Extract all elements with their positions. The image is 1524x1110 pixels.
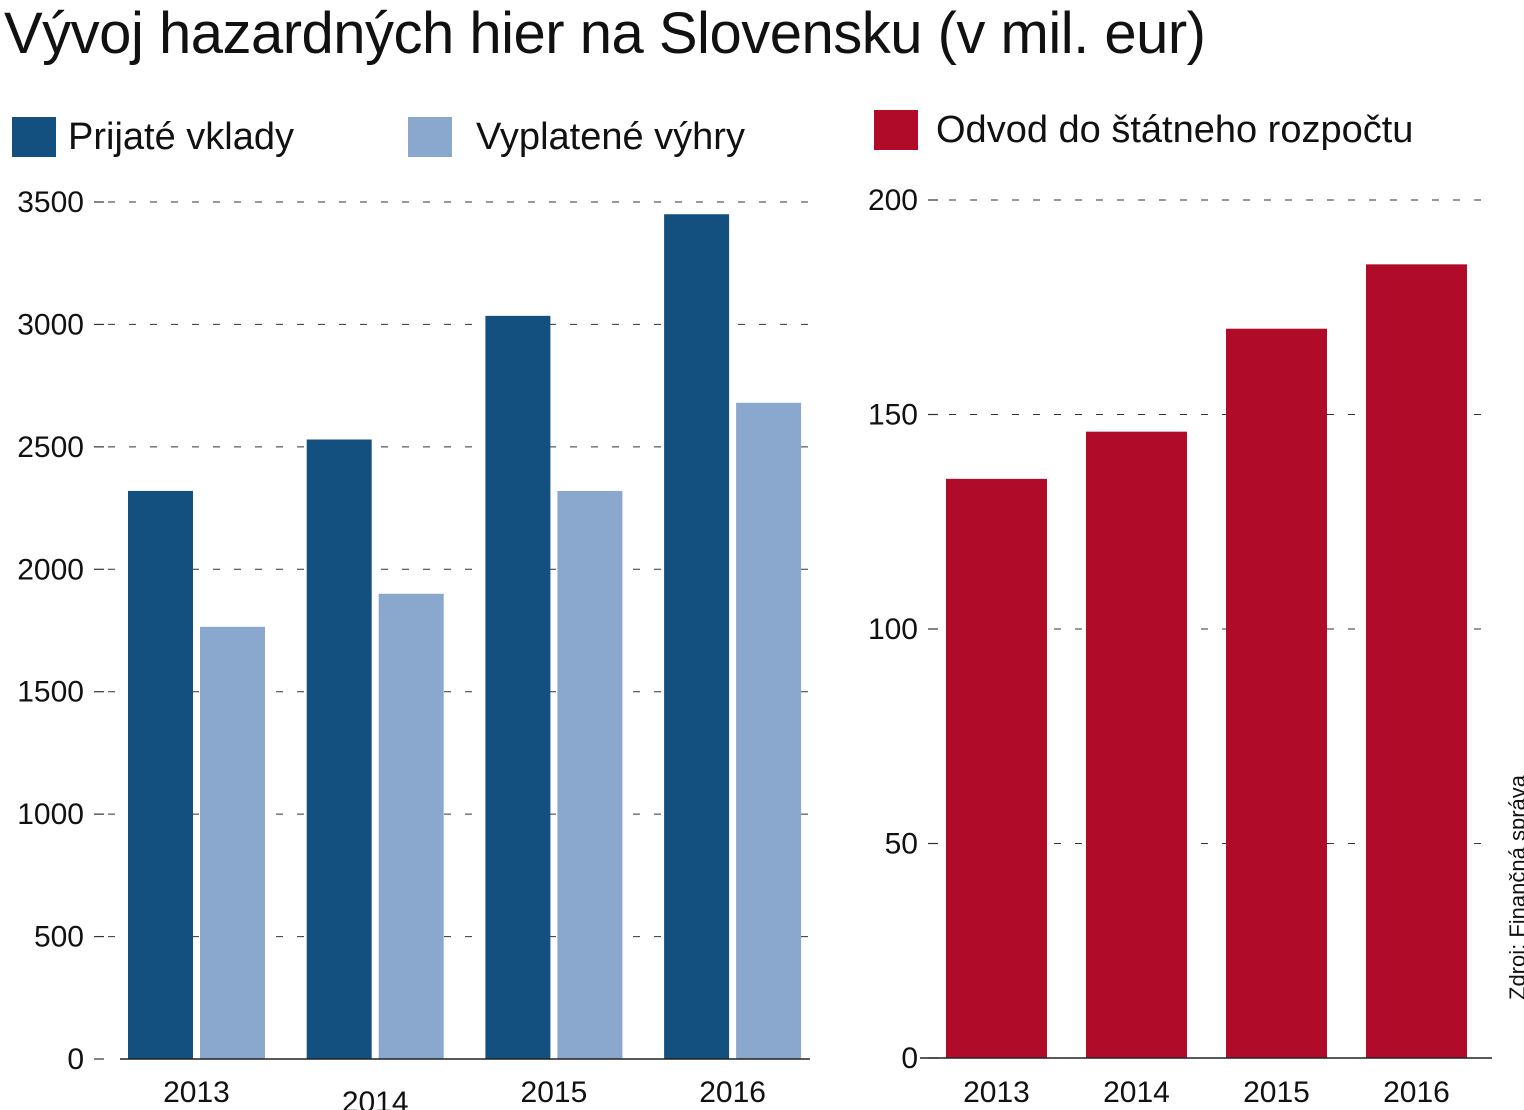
legend-item-state-budget: Odvod do štátneho rozpočtu xyxy=(874,108,1413,152)
bar-left-2014-s0 xyxy=(306,439,372,1059)
source-note: Zdroj: Finančná správa xyxy=(1505,775,1524,1000)
y-tick-label-left-1500: 1500 xyxy=(17,676,84,709)
y-tick-label-right-200: 200 xyxy=(868,184,918,217)
x-tick-label-right-2014: 2014 xyxy=(1103,1076,1170,1109)
y-tick-label-right-0: 0 xyxy=(901,1042,918,1075)
y-tick-label-left-3000: 3000 xyxy=(17,308,84,341)
x-tick-label-right-2016: 2016 xyxy=(1383,1076,1450,1109)
y-tick-label-left-500: 500 xyxy=(34,921,84,954)
legend-swatch-deposits xyxy=(12,117,56,157)
x-tick-label-left-2015: 2015 xyxy=(521,1076,588,1109)
y-tick-label-left-2500: 2500 xyxy=(17,431,84,464)
legend-label-state-budget: Odvod do štátneho rozpočtu xyxy=(936,109,1414,151)
bar-left-2015-s1 xyxy=(557,490,623,1060)
legend-item-deposits: Prijaté vklady xyxy=(12,115,294,159)
x-tick-label-left-2013: 2013 xyxy=(163,1076,230,1109)
legend-label-deposits: Prijaté vklady xyxy=(68,116,294,158)
legend-label-payouts: Vyplatené výhry xyxy=(476,116,745,158)
y-tick-label-left-1000: 1000 xyxy=(17,798,84,831)
legend-item-payouts: Vyplatené výhry xyxy=(408,115,745,159)
chart-title: Vývoj hazardných hier na Slovensku (v mi… xyxy=(4,1,1206,66)
bar-left-2016-s1 xyxy=(736,402,802,1060)
bar-right-2014-s0 xyxy=(1086,431,1187,1058)
x-tick-label-right-2013: 2013 xyxy=(963,1076,1030,1109)
bar-right-2016-s0 xyxy=(1366,264,1467,1059)
legend-swatch-payouts xyxy=(408,117,452,157)
y-tick-label-right-50: 50 xyxy=(885,828,918,861)
bar-left-2015-s0 xyxy=(485,315,551,1059)
bar-left-2016-s0 xyxy=(664,214,730,1059)
x-tick-label-left-2014: 2014 xyxy=(342,1086,409,1110)
x-tick-label-right-2015: 2015 xyxy=(1243,1076,1310,1109)
bar-right-2013-s0 xyxy=(946,478,1047,1059)
bar-left-2014-s1 xyxy=(378,593,444,1059)
bar-left-2013-s0 xyxy=(128,490,193,1060)
y-tick-label-left-0: 0 xyxy=(67,1043,84,1076)
y-tick-label-right-150: 150 xyxy=(868,399,918,432)
y-tick-label-left-3500: 3500 xyxy=(17,186,84,219)
y-tick-label-right-100: 100 xyxy=(868,613,918,646)
bar-right-2015-s0 xyxy=(1226,328,1327,1058)
bar-left-2013-s1 xyxy=(200,626,265,1059)
y-tick-label-left-2000: 2000 xyxy=(17,553,84,586)
legend-swatch-state-budget xyxy=(874,110,918,150)
x-tick-label-left-2016: 2016 xyxy=(699,1076,766,1109)
